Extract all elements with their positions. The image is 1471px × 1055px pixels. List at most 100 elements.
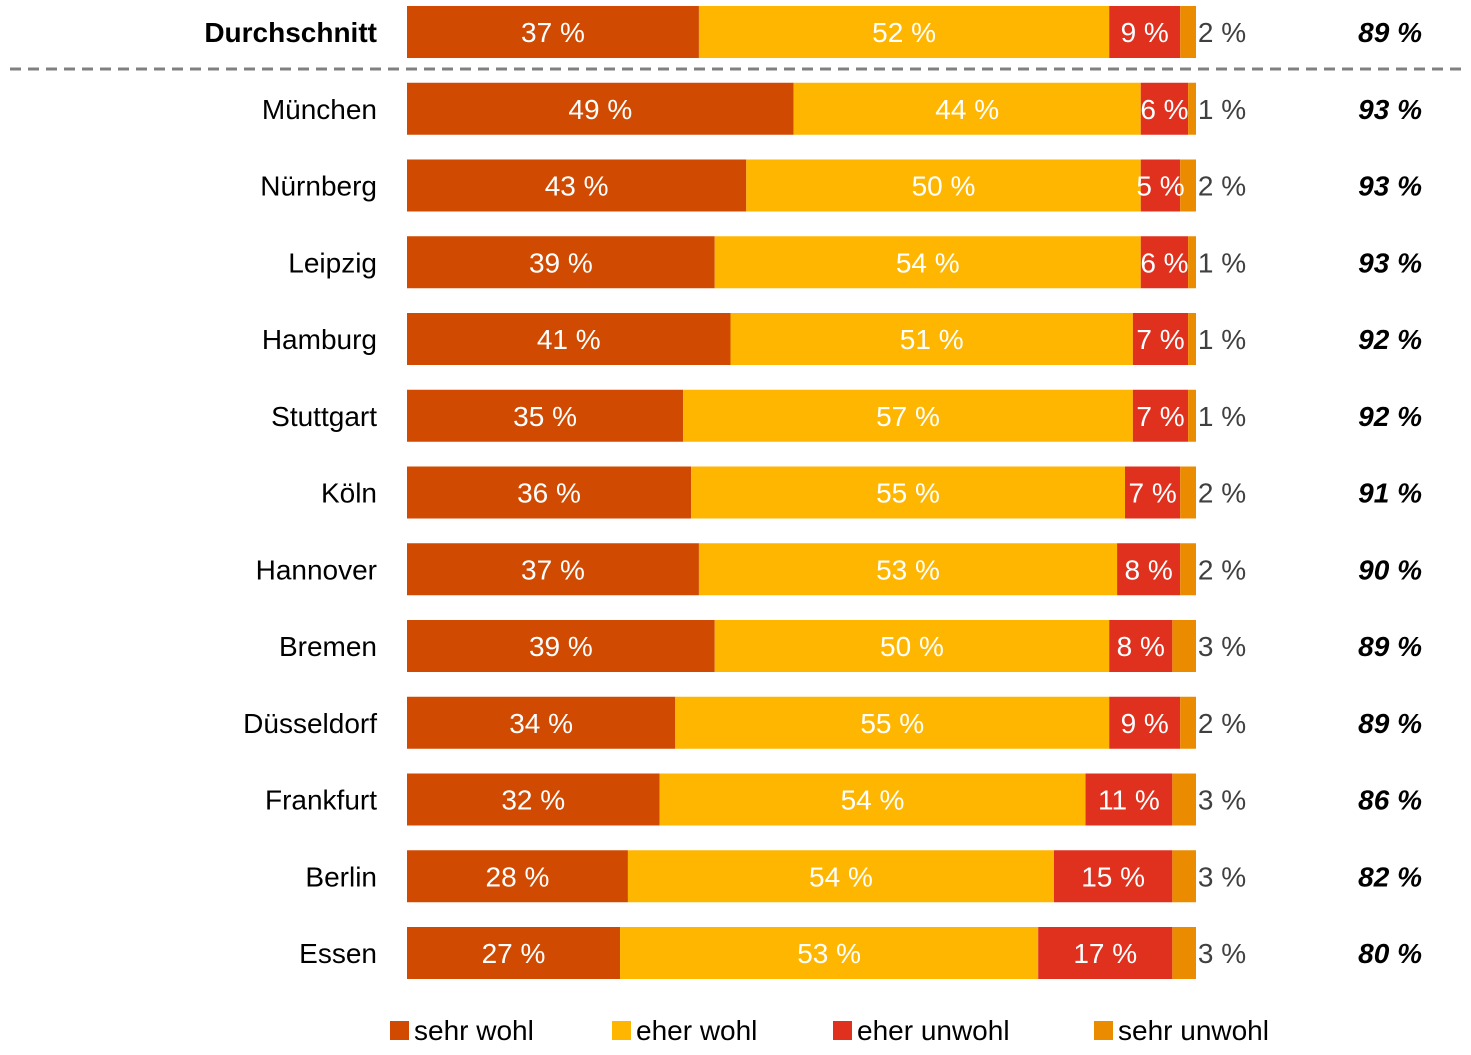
- bar-segment-sehr-wohl: [407, 696, 676, 749]
- value-label-eher-unwohl: 9 %: [1121, 17, 1169, 48]
- bar-segment-sehr-wohl: [407, 850, 628, 903]
- value-label-sehr-wohl: 32 %: [501, 785, 565, 816]
- row-berlin: Berlin 28 % 54 % 15 % 3 % 82 %: [305, 850, 1422, 903]
- bar-segment-eher-wohl: [698, 6, 1110, 58]
- value-label-sehr-wohl: 37 %: [521, 554, 585, 585]
- bar-segment-eher-wohl: [730, 313, 1133, 365]
- total-label: 86 %: [1358, 785, 1422, 816]
- value-label-eher-wohl: 53 %: [797, 938, 861, 969]
- value-label-sehr-wohl: 35 %: [513, 401, 577, 432]
- row-munchen: München 49 % 44 % 6 % 1 % 93 %: [262, 82, 1422, 135]
- value-label-eher-wohl: 54 %: [809, 861, 873, 892]
- value-label-eher-wohl: 52 %: [872, 17, 936, 48]
- value-label-sehr-unwohl: 1 %: [1198, 324, 1246, 355]
- bar-segment-sehr-unwohl: [1172, 620, 1196, 672]
- bar-segment-sehr-unwohl: [1188, 389, 1196, 442]
- bar-segment-sehr-wohl: [407, 236, 715, 289]
- bar-segment-sehr-wohl: [407, 313, 731, 365]
- total-label: 90 %: [1358, 554, 1422, 585]
- bar-segment-sehr-unwohl: [1180, 159, 1196, 212]
- category-label: Hamburg: [262, 324, 377, 355]
- bar-segment-sehr-unwohl: [1180, 466, 1196, 519]
- bar-segment-eher-unwohl: [1085, 773, 1173, 826]
- bar-segment-sehr-unwohl: [1188, 313, 1196, 365]
- value-label-eher-wohl: 54 %: [896, 247, 960, 278]
- row-frankfurt: Frankfurt 32 % 54 % 11 % 3 % 86 %: [265, 773, 1422, 826]
- bar-segment-sehr-unwohl: [1188, 82, 1196, 135]
- row-bremen: Bremen 39 % 50 % 8 % 3 % 89 %: [279, 620, 1422, 672]
- row-koln: Köln 36 % 55 % 7 % 2 % 91 %: [321, 466, 1422, 519]
- legend-swatch: [1094, 1021, 1113, 1040]
- legend-item-eher-unwohl: eher unwohl: [833, 1015, 1010, 1046]
- value-label-sehr-unwohl: 2 %: [1198, 171, 1246, 202]
- category-label: Düsseldorf: [243, 708, 377, 739]
- legend-item-eher-wohl: eher wohl: [612, 1015, 757, 1046]
- row-essen: Essen 27 % 53 % 17 % 3 % 80 %: [299, 927, 1422, 979]
- row-nurnberg: Nürnberg 43 % 50 % 5 % 2 % 93 %: [260, 159, 1422, 212]
- bar-segment-eher-unwohl: [1117, 543, 1181, 596]
- legend-swatch: [833, 1021, 852, 1040]
- total-label: 82 %: [1358, 861, 1422, 892]
- value-label-sehr-wohl: 34 %: [509, 708, 573, 739]
- value-label-sehr-unwohl: 3 %: [1198, 785, 1246, 816]
- value-label-sehr-wohl: 37 %: [521, 17, 585, 48]
- bar-segment-sehr-wohl: [407, 620, 715, 672]
- category-label: Durchschnitt: [204, 17, 377, 48]
- value-label-eher-unwohl: 8 %: [1125, 554, 1173, 585]
- value-label-sehr-wohl: 43 %: [545, 171, 609, 202]
- value-label-eher-unwohl: 7 %: [1128, 478, 1176, 509]
- category-label: Hannover: [256, 554, 377, 585]
- row-dusseldorf: Düsseldorf 34 % 55 % 9 % 2 % 89 %: [243, 696, 1422, 749]
- value-label-sehr-unwohl: 2 %: [1198, 17, 1246, 48]
- category-label: München: [262, 94, 377, 125]
- total-label: 93 %: [1358, 94, 1422, 125]
- bar-segment-sehr-unwohl: [1188, 236, 1196, 289]
- bar-segment-sehr-wohl: [407, 773, 660, 826]
- category-label: Frankfurt: [265, 785, 377, 816]
- legend-label: eher unwohl: [857, 1015, 1010, 1046]
- category-label: Nürnberg: [260, 171, 377, 202]
- bar-segment-eher-unwohl: [1140, 159, 1181, 212]
- bar-segment-sehr-wohl: [407, 466, 692, 519]
- chart-rows: Durchschnitt 37 % 52 % 9 % 2 % 89 % München 49 …: [204, 6, 1422, 979]
- bar-segment-eher-unwohl: [1109, 620, 1173, 672]
- value-label-sehr-wohl: 28 %: [486, 861, 550, 892]
- bar-segment-eher-unwohl: [1109, 696, 1181, 749]
- value-label-eher-unwohl: 7 %: [1136, 401, 1184, 432]
- bar-segment-sehr-wohl: [407, 543, 699, 596]
- category-label: Stuttgart: [271, 401, 377, 432]
- bar-segment-eher-unwohl: [1124, 466, 1181, 519]
- value-label-sehr-unwohl: 3 %: [1198, 631, 1246, 662]
- category-label: Bremen: [279, 631, 377, 662]
- bar-segment-sehr-unwohl: [1172, 927, 1196, 979]
- category-label: Essen: [299, 938, 377, 969]
- bar-segment-sehr-wohl: [407, 927, 621, 979]
- value-label-sehr-unwohl: 2 %: [1198, 554, 1246, 585]
- bar-segment-sehr-wohl: [407, 159, 747, 212]
- total-label: 93 %: [1358, 171, 1422, 202]
- value-label-sehr-wohl: 36 %: [517, 478, 581, 509]
- value-label-eher-unwohl: 15 %: [1081, 861, 1145, 892]
- value-label-eher-wohl: 50 %: [880, 631, 944, 662]
- row-hannover: Hannover 37 % 53 % 8 % 2 % 90 %: [256, 543, 1422, 596]
- bar-segment-eher-wohl: [691, 466, 1125, 519]
- bar-segment-eher-unwohl: [1109, 6, 1181, 58]
- row-hamburg: Hamburg 41 % 51 % 7 % 1 % 92 %: [262, 313, 1422, 365]
- bar-segment-sehr-unwohl: [1172, 773, 1196, 826]
- bar-segment-eher-wohl: [620, 927, 1039, 979]
- bar-segment-sehr-unwohl: [1180, 696, 1196, 749]
- legend-item-sehr-wohl: sehr wohl: [390, 1015, 534, 1046]
- value-label-sehr-unwohl: 1 %: [1198, 247, 1246, 278]
- row-leipzig: Leipzig 39 % 54 % 6 % 1 % 93 %: [288, 236, 1422, 289]
- bar-segment-sehr-wohl: [407, 389, 684, 442]
- value-label-eher-unwohl: 8 %: [1117, 631, 1165, 662]
- bar-segment-eher-wohl: [675, 696, 1110, 749]
- bar-segment-eher-wohl: [714, 620, 1110, 672]
- total-label: 89 %: [1358, 708, 1422, 739]
- value-label-sehr-unwohl: 2 %: [1198, 478, 1246, 509]
- value-label-sehr-wohl: 27 %: [482, 938, 546, 969]
- value-label-sehr-unwohl: 1 %: [1198, 94, 1246, 125]
- legend: sehr wohl eher wohl eher unwohl sehr unwohl: [390, 1015, 1269, 1046]
- legend-label: sehr wohl: [414, 1015, 534, 1046]
- value-label-sehr-unwohl: 2 %: [1198, 708, 1246, 739]
